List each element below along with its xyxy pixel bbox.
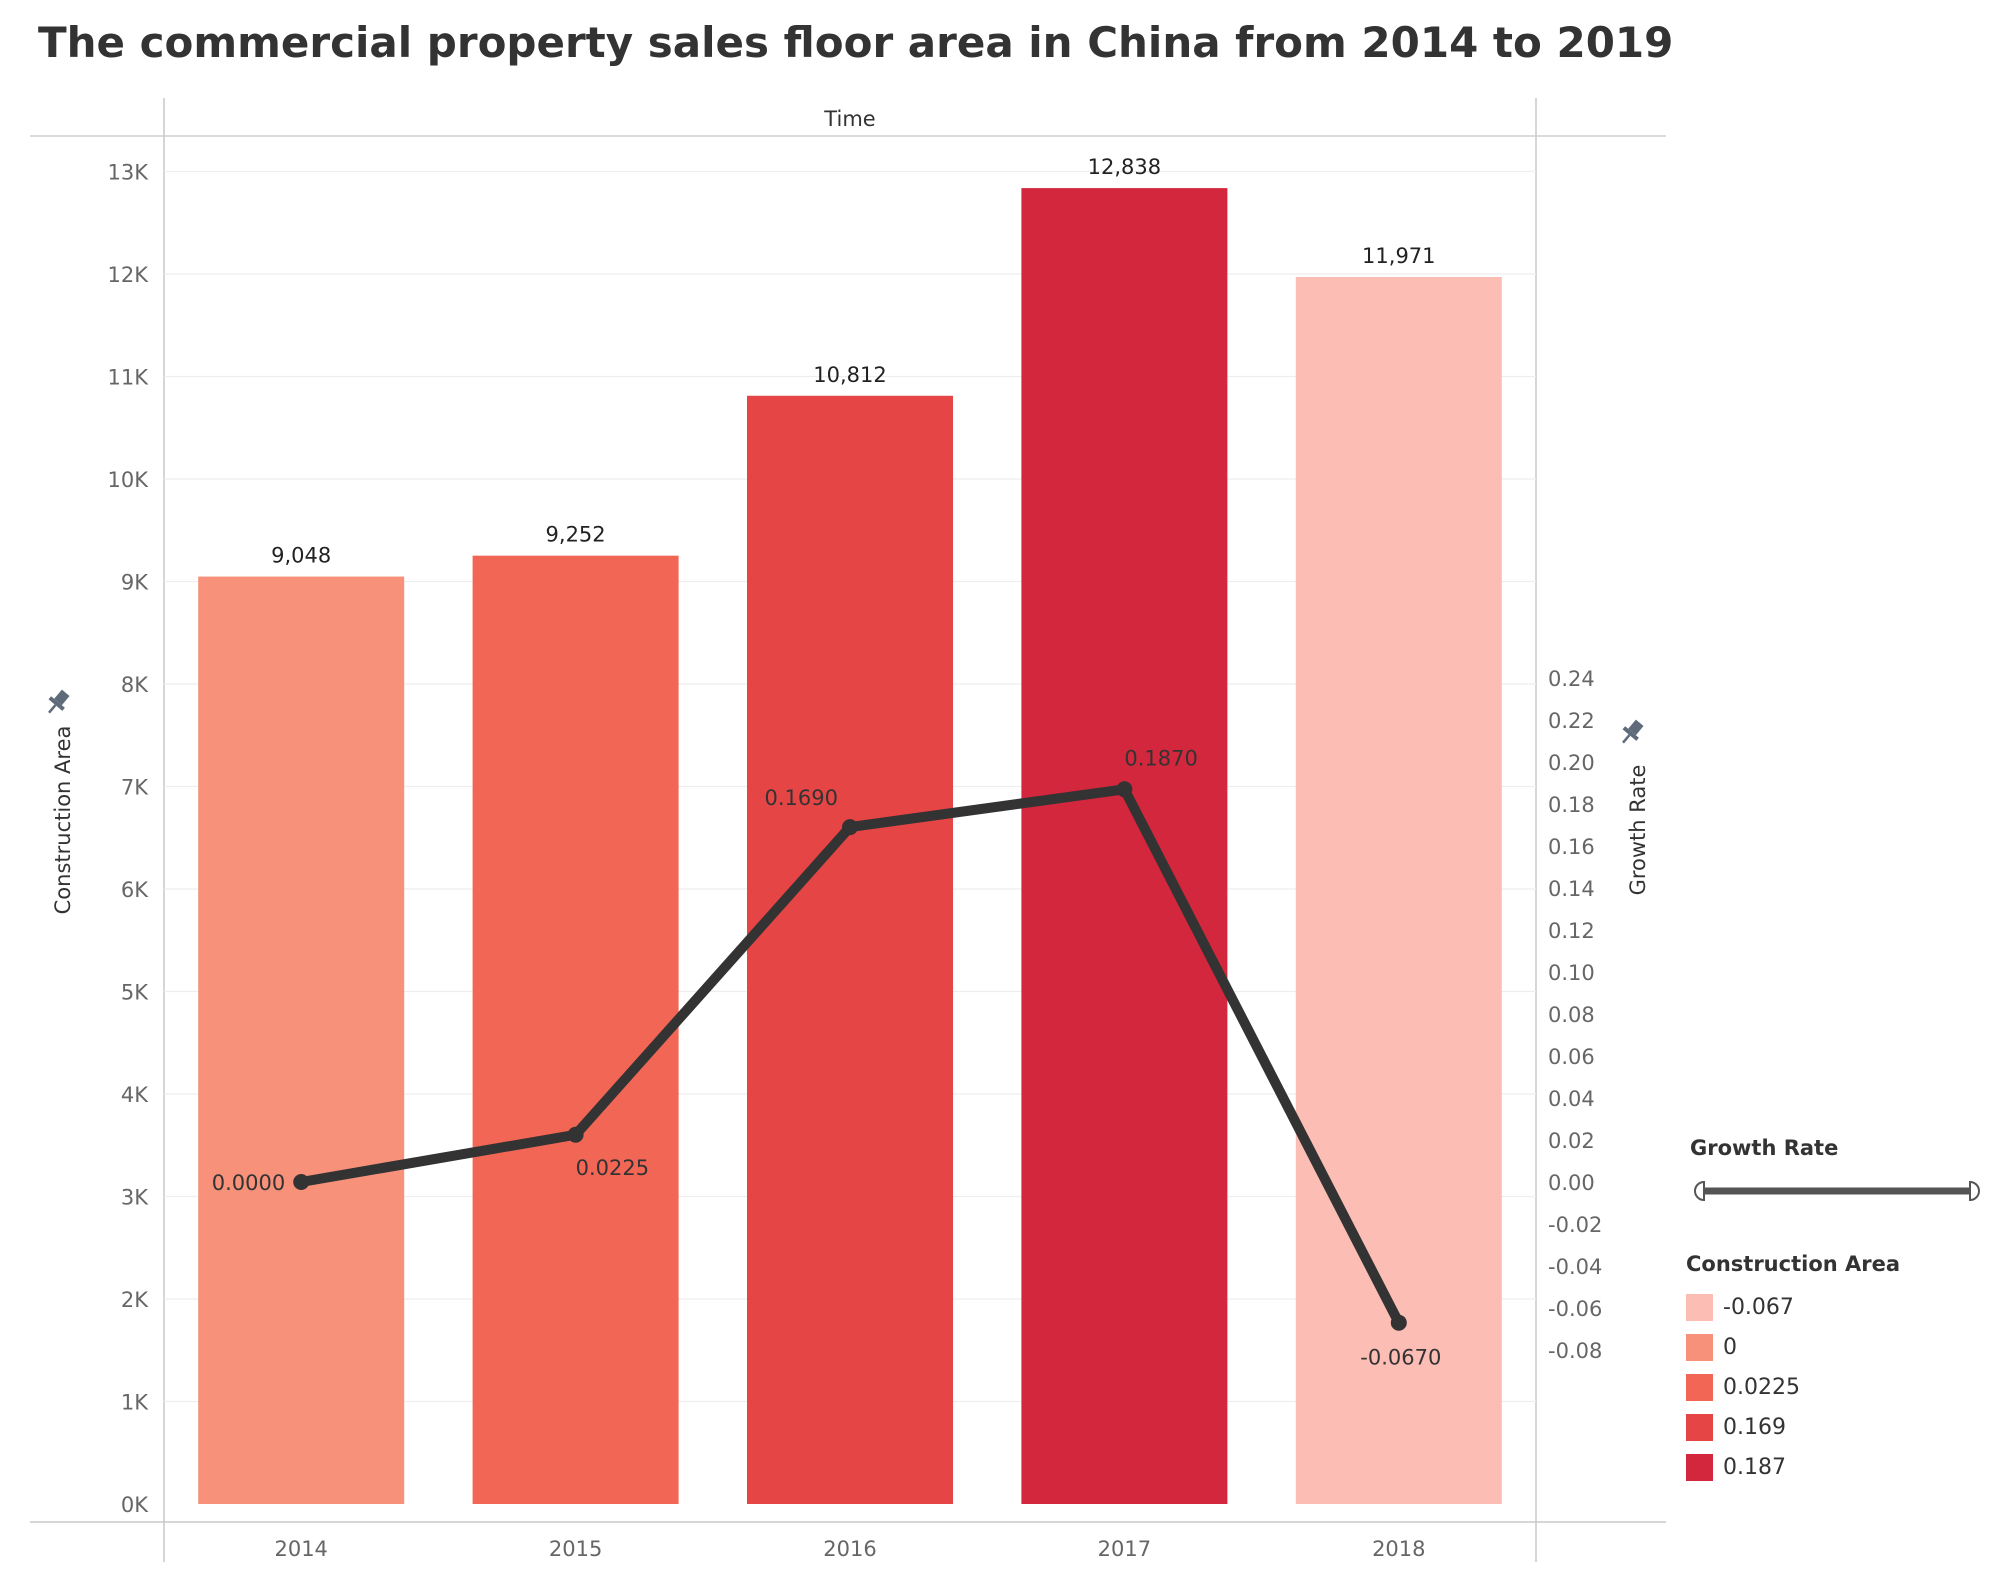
legend-label: 0 [1723, 1334, 1737, 1360]
y-right-tick-label: 0.16 [1548, 835, 1595, 859]
legend-line-title: Growth Rate [1690, 1136, 1839, 1160]
y-left-tick-label: 8K [121, 673, 149, 697]
y-left-tick-label: 13K [108, 161, 150, 185]
legend-label: 0.187 [1723, 1454, 1786, 1480]
y-right-tick-label: 0.12 [1548, 919, 1595, 943]
bar[interactable] [747, 395, 953, 1504]
y-right-tick-label: 0.14 [1548, 877, 1595, 901]
y-right-tick-label: 0.04 [1548, 1087, 1595, 1111]
growth-rate-label: 0.1690 [765, 786, 838, 810]
y-left-tick-label: 6K [121, 878, 149, 902]
bar[interactable] [1021, 188, 1228, 1505]
y-left-tick-label: 3K [121, 1186, 149, 1210]
bar[interactable] [1295, 276, 1502, 1504]
y-right-tick-label: 0.24 [1548, 667, 1595, 691]
legend-swatch [1686, 1333, 1713, 1361]
bar-value-label: 9,048 [271, 544, 331, 568]
legend-line-sample[interactable] [1690, 1176, 1990, 1206]
legend-item[interactable]: 0.187 [1686, 1452, 1786, 1482]
y-left-tick-label: 1K [121, 1391, 149, 1415]
growth-rate-point[interactable] [842, 819, 858, 836]
growth-rate-point[interactable] [1390, 1314, 1407, 1331]
legend-swatch [1686, 1293, 1713, 1321]
x-tick-label: 2018 [1372, 1537, 1425, 1561]
legend-item[interactable]: -0.067 [1686, 1292, 1794, 1322]
growth-rate-label: 0.0225 [576, 1156, 649, 1180]
y-right-tick-label: -0.02 [1548, 1213, 1602, 1237]
pin-icon[interactable] [42, 687, 73, 718]
y-right-tick-label: 0.00 [1548, 1171, 1595, 1195]
legend-item[interactable]: 0.0225 [1686, 1372, 1800, 1402]
growth-rate-label: 0.0000 [212, 1171, 285, 1195]
y-right-tick-label: 0.20 [1548, 751, 1595, 775]
x-tick-label: 2014 [274, 1537, 327, 1561]
chart-title: The commercial property sales floor area… [38, 18, 1674, 67]
y-right-tick-label: 0.10 [1548, 961, 1595, 985]
growth-rate-point[interactable] [567, 1126, 584, 1143]
x-tick-label: 2015 [549, 1537, 602, 1561]
y-left-tick-label: 2K [121, 1288, 149, 1312]
bar[interactable] [198, 576, 405, 1504]
y-right-tick-label: 0.06 [1548, 1045, 1595, 1069]
y-right-tick-label: 0.22 [1548, 709, 1595, 733]
y-right-tick-label: 0.08 [1548, 1003, 1595, 1027]
growth-rate-point[interactable] [1116, 781, 1133, 798]
y-left-tick-label: 12K [108, 263, 150, 287]
y-right-tick-label: -0.04 [1548, 1255, 1602, 1279]
legend-swatch [1686, 1413, 1713, 1441]
bar-series [198, 188, 1502, 1505]
y-left-tick-label: 11K [108, 366, 150, 390]
legend-label: 0.169 [1723, 1414, 1786, 1440]
y-left-tick-label: 7K [121, 776, 149, 800]
y-left-tick-label: 9K [121, 571, 149, 595]
y-right-tick-label: 0.02 [1548, 1129, 1595, 1153]
y-left-tick-label: 10K [108, 468, 150, 492]
y-left-tick-label: 5K [121, 981, 149, 1005]
legend-item[interactable]: 0.169 [1686, 1412, 1786, 1442]
x-tick-label: 2016 [823, 1537, 876, 1561]
y-left-axis-title: Construction Area [51, 726, 75, 915]
header-label: Time [823, 107, 875, 131]
y-right-tick-label: -0.08 [1548, 1339, 1602, 1363]
legend-color-title: Construction Area [1686, 1252, 1901, 1276]
legend-label: 0.0225 [1723, 1374, 1800, 1400]
growth-rate-label: 0.1870 [1124, 746, 1197, 770]
bar-value-label: 9,252 [546, 523, 606, 547]
y-left-tick-label: 4K [121, 1083, 149, 1107]
growth-rate-label: -0.0670 [1360, 1346, 1441, 1370]
bar[interactable] [472, 555, 679, 1504]
legend-swatch [1686, 1373, 1713, 1401]
y-left-tick-label: 0K [121, 1493, 149, 1517]
y-right-tick-label: 0.18 [1548, 793, 1595, 817]
legend-swatch [1686, 1453, 1713, 1481]
y-right-axis-title: Growth Rate [1626, 765, 1650, 896]
legend-item[interactable]: 0 [1686, 1332, 1737, 1362]
bar-value-label: 10,812 [813, 363, 886, 387]
bar-value-label: 11,971 [1362, 244, 1435, 268]
growth-rate-point[interactable] [293, 1174, 310, 1190]
y-right-tick-label: -0.06 [1548, 1297, 1602, 1321]
x-tick-label: 2017 [1098, 1537, 1151, 1561]
legend-label: -0.067 [1723, 1294, 1794, 1320]
bar-value-label: 12,838 [1088, 155, 1161, 179]
pin-icon[interactable] [1616, 717, 1647, 748]
